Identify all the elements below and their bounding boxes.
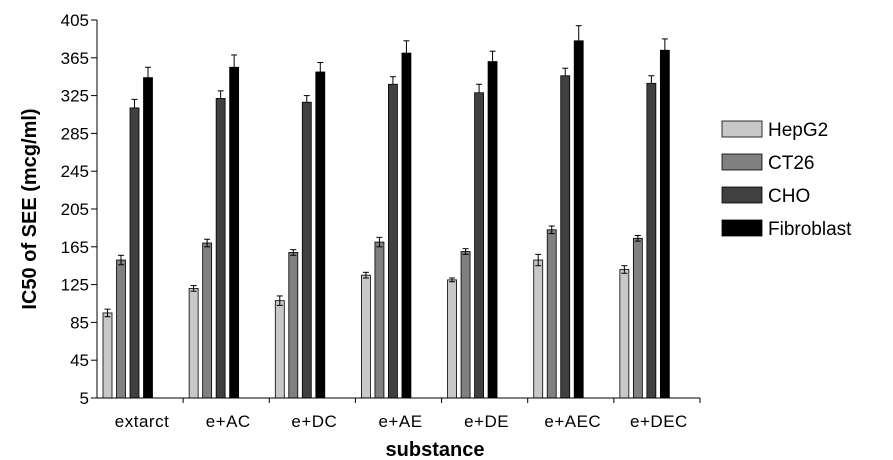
y-tick-label: 365: [61, 49, 89, 68]
bar-hepg2-4: [447, 279, 457, 399]
bar-cho-3: [388, 83, 398, 399]
bar-hepg2-0: [102, 312, 113, 399]
y-tick-label: 245: [61, 162, 89, 181]
y-tick-label: 325: [61, 87, 89, 106]
bar-ct26-0: [116, 259, 126, 399]
bar-cho-1: [215, 98, 226, 399]
y-tick-label: 85: [70, 313, 89, 332]
y-tick-label: 125: [61, 276, 89, 295]
bar-fibroblast-3: [401, 52, 412, 399]
bar-cho-6: [646, 82, 657, 399]
y-tick-label: 165: [61, 238, 89, 257]
legend-swatch-hepg2: [721, 120, 763, 138]
legend-swatch-fibroblast: [721, 219, 763, 237]
bar-ct26-3: [374, 241, 385, 399]
bar-fibroblast-5: [573, 40, 584, 399]
bar-cho-4: [474, 92, 484, 399]
x-tick-label: e+DE: [464, 412, 509, 431]
bar-ct26-1: [202, 242, 213, 399]
x-tick-label: e+AC: [206, 412, 251, 431]
legend: HepG2 CT26 CHO Fibroblast: [721, 120, 852, 240]
bar-fibroblast-6: [659, 49, 670, 399]
legend-label-cho: CHO: [768, 186, 810, 207]
y-axis-ticks: 5 45 85 125 165 205 245 285 325 365 405: [61, 11, 97, 408]
x-axis-title: substance: [386, 439, 485, 460]
y-tick-label: 45: [70, 351, 89, 370]
x-tick-label: e+AE: [378, 412, 422, 431]
legend-swatch-ct26: [721, 153, 763, 171]
legend-label-hepg2: HepG2: [768, 120, 828, 141]
bar-fibroblast-4: [487, 61, 498, 399]
x-tick-label: e+DC: [291, 412, 337, 431]
bar-hepg2-6: [619, 269, 630, 399]
legend-label-fibroblast: Fibroblast: [768, 219, 852, 240]
bars-group: [102, 25, 670, 399]
bar-cho-2: [301, 101, 312, 399]
bar-ct26-6: [632, 237, 643, 399]
legend-swatch-cho: [721, 186, 763, 204]
y-tick-label: 405: [61, 11, 89, 30]
bar-ct26-4: [460, 251, 471, 399]
bar-ct26-5: [546, 229, 557, 399]
y-tick-label: 285: [61, 124, 89, 143]
x-tick-label: extarct: [115, 412, 170, 431]
bar-fibroblast-0: [143, 77, 153, 399]
y-tick-label: 205: [61, 200, 89, 219]
bar-hepg2-5: [533, 259, 544, 399]
axes: [96, 20, 700, 399]
legend-label-ct26: CT26: [768, 153, 814, 174]
bar-cho-5: [560, 75, 571, 399]
bar-hepg2-3: [361, 274, 371, 399]
x-tick-label: e+DEC: [630, 412, 688, 431]
bar-fibroblast-1: [229, 66, 240, 399]
bar-fibroblast-2: [315, 71, 326, 399]
y-axis-title: IC50 of SEE (mcg/ml): [19, 108, 41, 309]
y-tick-label: 5: [80, 389, 89, 408]
x-tick-label: e+AEC: [544, 412, 601, 431]
bar-hepg2-1: [188, 287, 199, 399]
bar-ct26-2: [288, 252, 299, 399]
bar-cho-0: [129, 107, 140, 399]
x-axis-tick-labels: extarct e+AC e+DC e+AE e+DE e+AEC e+DEC: [115, 398, 701, 431]
bar-hepg2-2: [274, 300, 285, 399]
